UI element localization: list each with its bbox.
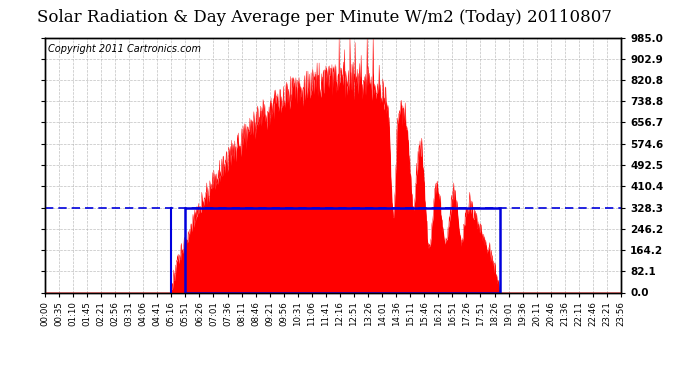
Text: Solar Radiation & Day Average per Minute W/m2 (Today) 20110807: Solar Radiation & Day Average per Minute… [37, 9, 612, 26]
Text: Copyright 2011 Cartronics.com: Copyright 2011 Cartronics.com [48, 44, 201, 54]
Bar [186, 207, 500, 292]
